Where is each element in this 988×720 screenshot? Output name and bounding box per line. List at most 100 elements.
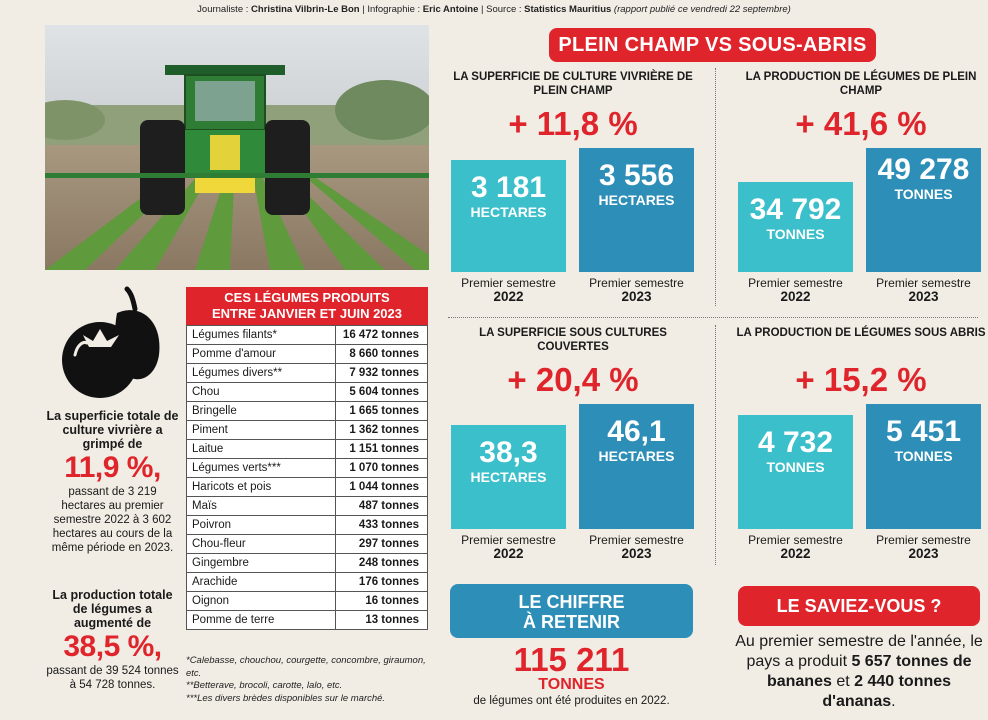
journalist-name: Christina Vilbrin-Le Bon — [251, 4, 360, 15]
panel-2-title: LA PRODUCTION DE LÉGUMES DE PLEIN CHAMP — [745, 71, 977, 97]
vegetable-tonnage: 5 604 tonnes — [335, 382, 428, 402]
divider-horizontal — [448, 317, 978, 318]
vegetable-tonnage: 16 472 tonnes — [335, 325, 428, 345]
vegetable-name: Gingembre — [186, 553, 336, 573]
table-row: Poivron 433 tonnes — [186, 515, 428, 535]
vegetable-tonnage: 487 tonnes — [335, 496, 428, 516]
vegetable-name: Légumes divers** — [186, 363, 336, 383]
vegetable-name: Haricots et pois — [186, 477, 336, 497]
panel-1-label-2023: Premier semestre 2023 — [589, 276, 684, 304]
table-row: Bringelle 1 665 tonnes — [186, 401, 428, 421]
fact-surface-text: passant de 3 219 hectares au premier sem… — [51, 486, 174, 554]
vegetable-tonnage: 248 tonnes — [335, 553, 428, 573]
table-row: Maïs 487 tonnes — [186, 496, 428, 516]
note-3: ***Les divers brèdes disponibles sur le … — [186, 692, 386, 704]
vegetable-name: Légumes filants* — [186, 325, 336, 345]
vegetable-name: Chou-fleur — [186, 534, 336, 554]
vegetable-tonnage: 1 362 tonnes — [335, 420, 428, 440]
did-you-know-box: LE SAVIEZ-VOUS ? — [738, 586, 980, 626]
vegetable-tonnage: 1 665 tonnes — [335, 401, 428, 421]
panel-3-label-2022: Premier semestre 2022 — [461, 533, 556, 561]
did-you-know-text: Au premier semestre de l'année, le pays … — [735, 633, 983, 710]
table-row: Gingembre 248 tonnes — [186, 553, 428, 573]
panel-4-bar-2022: 4 732 TONNES — [738, 415, 853, 529]
panel-1-bar-2022: 3 181 HECTARES — [451, 160, 566, 272]
divider-vertical-top — [715, 68, 716, 306]
source-name: Statistics Mauritius — [524, 4, 612, 15]
vegetable-tonnage: 1 044 tonnes — [335, 477, 428, 497]
vegetable-tonnage: 13 tonnes — [335, 610, 428, 630]
tomato-pepper-icon — [55, 285, 175, 400]
vegetables-table: Légumes filants* 16 472 tonnes Pomme d'amo… — [186, 325, 428, 630]
panel-1-pct: + 11,8 % — [508, 105, 638, 142]
section-banner: PLEIN CHAMP VS SOUS-ABRIS — [549, 28, 876, 62]
vegetable-name: Légumes verts*** — [186, 458, 336, 478]
vegetable-name: Chou — [186, 382, 336, 402]
divider-vertical-bottom — [715, 325, 716, 565]
table-row: Oignon 16 tonnes — [186, 591, 428, 611]
panel-4-pct: + 15,2 % — [795, 361, 927, 398]
fact-surface: La superficie totale de culture vivrière… — [45, 409, 180, 555]
note-2: **Betterave, brocoli, carotte, lalo, etc… — [186, 680, 343, 691]
tractor-field-photo — [45, 25, 429, 270]
vegetable-name: Bringelle — [186, 401, 336, 421]
vegetable-tonnage: 1 151 tonnes — [335, 439, 428, 459]
panel-4-label-2023: Premier semestre 2023 — [876, 533, 971, 561]
vegetable-name: Maïs — [186, 496, 336, 516]
panel-4-title: LA PRODUCTION DE LÉGUMES SOUS ABRIS — [736, 327, 986, 339]
table-row: Légumes filants* 16 472 tonnes — [186, 325, 428, 345]
vegetable-tonnage: 1 070 tonnes — [335, 458, 428, 478]
panel-4-bar-2023: 5 451 TONNES — [866, 404, 981, 529]
fact-production-lead: La production totale de légumes a augmen… — [52, 588, 173, 630]
table-notes: *Calebasse, chouchou, courgette, concomb… — [186, 655, 436, 705]
vegetable-tonnage: 176 tonnes — [335, 572, 428, 592]
fact-surface-lead: La superficie totale de culture vivrière… — [46, 409, 179, 451]
report-note: (rapport publié ce vendredi 22 septembre… — [611, 4, 791, 15]
panel-3-pct: + 20,4 % — [507, 361, 639, 398]
vegetable-name: Pomme de terre — [186, 610, 336, 630]
panel-3-bar-2023: 46,1 HECTARES — [579, 404, 694, 529]
panel-3-bar-2022: 38,3 HECTARES — [451, 425, 566, 529]
table-row: Laitue 1 151 tonnes — [186, 439, 428, 459]
vegetable-tonnage: 16 tonnes — [335, 591, 428, 611]
vegetable-name: Oignon — [186, 591, 336, 611]
vegetable-tonnage: 433 tonnes — [335, 515, 428, 535]
fact-production-pct: 38,5 %, — [63, 630, 162, 663]
key-figure-unit: TONNES — [538, 676, 605, 693]
fact-production-text: passant de 39 524 tonnes à 54 728 tonnes… — [46, 665, 179, 691]
vegetable-tonnage: 297 tonnes — [335, 534, 428, 554]
table-row: Chou-fleur 297 tonnes — [186, 534, 428, 554]
vegetable-tonnage: 7 932 tonnes — [335, 363, 428, 383]
vegetable-name: Poivron — [186, 515, 336, 535]
panel-2-bar-2022: 34 792 TONNES — [738, 182, 853, 272]
vegetable-name: Pomme d'amour — [186, 344, 336, 364]
fact-production: La production totale de légumes a augmen… — [45, 588, 180, 692]
table-row: Légumes verts*** 1 070 tonnes — [186, 458, 428, 478]
panel-1-title: LA SUPERFICIE DE CULTURE VIVRIÈRE DE PLE… — [453, 71, 693, 97]
panel-3-label-2023: Premier semestre 2023 — [589, 533, 684, 561]
panel-3-title: LA SUPERFICIE SOUS CULTURES COUVERTES — [479, 327, 667, 353]
note-1: *Calebasse, chouchou, courgette, concomb… — [186, 655, 426, 679]
panel-2-pct: + 41,6 % — [795, 105, 927, 142]
panel-2-label-2023: Premier semestre 2023 — [876, 276, 971, 304]
table-row: Chou 5 604 tonnes — [186, 382, 428, 402]
panel-1-label-2022: Premier semestre 2022 — [461, 276, 556, 304]
infographic-author: Eric Antoine — [422, 4, 479, 15]
table-row: Piment 1 362 tonnes — [186, 420, 428, 440]
table-row: Pomme de terre 13 tonnes — [186, 610, 428, 630]
vegetable-tonnage: 8 660 tonnes — [335, 344, 428, 364]
vegetable-name: Arachide — [186, 572, 336, 592]
credits-line: Journaliste : Christina Vilbrin-Le Bon |… — [197, 4, 791, 15]
panel-2-label-2022: Premier semestre 2022 — [748, 276, 843, 304]
vegetable-name: Piment — [186, 420, 336, 440]
vegetables-table-title: CES LÉGUMES PRODUITS ENTRE JANVIER ET JU… — [186, 287, 428, 325]
table-row: Légumes divers** 7 932 tonnes — [186, 363, 428, 383]
table-row: Haricots et pois 1 044 tonnes — [186, 477, 428, 497]
panel-2-bar-2023: 49 278 TONNES — [866, 148, 981, 272]
key-figure-value: 115 211 — [513, 641, 630, 678]
panel-4-label-2022: Premier semestre 2022 — [748, 533, 843, 561]
panel-1-bar-2023: 3 556 HECTARES — [579, 148, 694, 272]
fact-surface-pct: 11,9 %, — [64, 451, 161, 484]
vegetable-name: Laitue — [186, 439, 336, 459]
key-figure-box: LE CHIFFRE À RETENIR — [450, 584, 693, 638]
